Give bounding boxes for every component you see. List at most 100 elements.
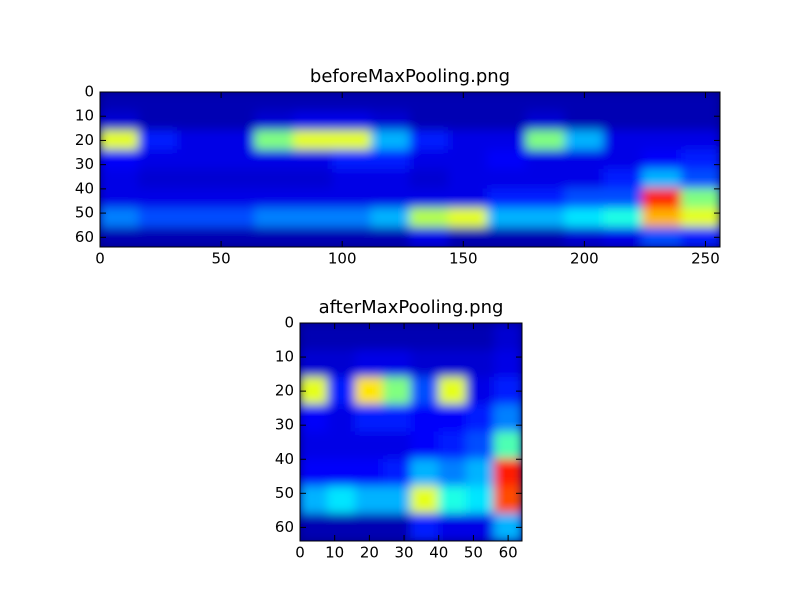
heatmap-cell xyxy=(487,169,527,190)
heatmap-cell xyxy=(564,188,605,209)
heatmap-cell xyxy=(466,458,495,487)
heatmap-cell xyxy=(564,130,605,151)
y-tick-label: 30 xyxy=(275,416,294,434)
heatmap-cell xyxy=(409,92,450,112)
heatmap-cell xyxy=(332,188,372,209)
heatmap-cell xyxy=(448,92,488,112)
heatmap-cell xyxy=(355,458,384,487)
heatmap-cell xyxy=(300,404,329,433)
heatmap-cell xyxy=(177,130,217,151)
heatmap-cell xyxy=(332,110,372,132)
heatmap-cell xyxy=(382,323,412,351)
heatmap-cell xyxy=(410,404,440,433)
heatmap-cell xyxy=(138,188,178,209)
y-tick-label: 60 xyxy=(275,518,294,536)
heatmap-cell xyxy=(177,188,217,209)
heatmap-cell xyxy=(438,513,467,541)
heatmap-cell xyxy=(300,486,329,515)
heatmap-cell xyxy=(177,110,217,132)
heatmap-cell xyxy=(438,349,467,378)
heatmap-cell xyxy=(448,110,488,132)
heatmap-cell xyxy=(487,207,527,229)
heatmap-cell xyxy=(215,149,256,170)
heatmap-cell xyxy=(680,207,720,229)
heatmap-cell xyxy=(370,92,411,112)
heatmap-cell xyxy=(327,377,356,406)
heatmap-cell xyxy=(332,207,372,229)
heatmap-cell xyxy=(409,110,450,132)
y-tick-label: 50 xyxy=(275,484,294,502)
heatmap-cell xyxy=(370,188,411,209)
heatmap-cell xyxy=(382,377,412,406)
heatmap-cell xyxy=(409,149,450,170)
heatmap-cell xyxy=(493,458,522,487)
heatmap-cell xyxy=(642,188,682,209)
y-tick-label: 20 xyxy=(275,382,294,400)
heatmap-cell xyxy=(138,207,178,229)
y-tick-label: 0 xyxy=(84,83,94,101)
heatmap-cell xyxy=(327,458,356,487)
y-tick-label: 10 xyxy=(275,348,294,366)
heatmap-cell xyxy=(100,92,140,112)
heatmap-cell xyxy=(603,169,643,190)
heatmap-cell xyxy=(300,323,329,351)
heatmap-cell xyxy=(410,458,440,487)
heatmap-cell xyxy=(382,404,412,433)
heatmap-cell xyxy=(410,323,440,351)
heatmap-cell xyxy=(680,92,720,112)
heatmap-cell xyxy=(438,431,467,460)
heatmap-cell xyxy=(409,169,450,190)
heatmap-image xyxy=(300,323,522,541)
heatmap-cell xyxy=(355,404,384,433)
heatmap-cell xyxy=(138,169,178,190)
heatmap-cell xyxy=(603,207,643,229)
heatmap-cell xyxy=(642,207,682,229)
heatmap-cell xyxy=(564,169,605,190)
heatmap-cell xyxy=(642,227,682,247)
heatmap-cell xyxy=(603,130,643,151)
heatmap-cell xyxy=(487,110,527,132)
heatmap-cell xyxy=(438,377,467,406)
y-tick-label: 10 xyxy=(75,107,94,125)
heatmap-cell xyxy=(215,169,256,190)
heatmap-cell xyxy=(448,227,488,247)
heatmap-cell xyxy=(466,486,495,515)
heatmap-cell xyxy=(493,486,522,515)
heatmap-cell xyxy=(100,169,140,190)
heatmap-cell xyxy=(564,207,605,229)
heatmap-cell xyxy=(355,349,384,378)
heatmap-cell xyxy=(177,149,217,170)
heatmap-cell xyxy=(293,207,333,229)
heatmap-cell xyxy=(355,431,384,460)
x-tick-label: 40 xyxy=(429,544,448,562)
heatmap-cell xyxy=(293,169,333,190)
heatmap-cell xyxy=(448,207,488,229)
x-tick-label: 50 xyxy=(464,544,483,562)
heatmap-cell xyxy=(254,149,295,170)
heatmap-cell xyxy=(327,404,356,433)
heatmap-cell xyxy=(448,169,488,190)
heatmap-cell xyxy=(327,323,356,351)
heatmap-cell xyxy=(138,130,178,151)
x-tick-label: 60 xyxy=(499,544,518,562)
heatmap-cell xyxy=(680,110,720,132)
x-tick-label: 50 xyxy=(212,250,231,268)
heatmap-cell xyxy=(448,149,488,170)
x-tick-label: 0 xyxy=(295,544,305,562)
chart-title: beforeMaxPooling.png xyxy=(310,66,510,87)
heatmap-cell xyxy=(332,149,372,170)
heatmap-cell xyxy=(525,169,566,190)
heatmap-cell xyxy=(100,149,140,170)
heatmap-cell xyxy=(493,404,522,433)
x-tick-label: 20 xyxy=(360,544,379,562)
heatmap-cell xyxy=(603,227,643,247)
heatmap-cell xyxy=(254,130,295,151)
heatmap-cell xyxy=(642,92,682,112)
heatmap-cell xyxy=(487,188,527,209)
heatmap-cell xyxy=(410,377,440,406)
heatmap-cell xyxy=(564,92,605,112)
heatmap-cell xyxy=(410,349,440,378)
heatmap-cell xyxy=(525,130,566,151)
heatmap-cell xyxy=(370,207,411,229)
heatmap-cell xyxy=(409,130,450,151)
